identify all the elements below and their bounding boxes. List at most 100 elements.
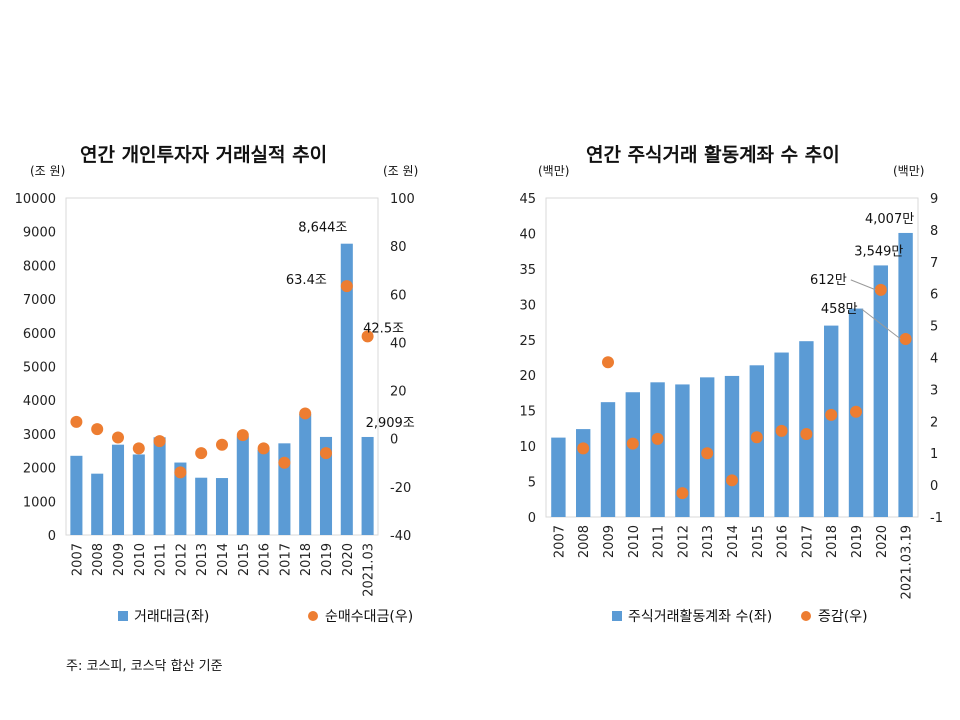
chart1-right-tick-label: 20: [390, 385, 407, 400]
chart1-dot: [299, 407, 312, 420]
chart2-category-label: 2019: [850, 525, 865, 558]
chart2-category-label: 2009: [602, 525, 617, 558]
chart2-category-label: 2016: [776, 525, 791, 558]
chart1-category-label: 2020: [341, 543, 356, 576]
chart2-dot: [825, 408, 838, 421]
chart1-bar: [236, 436, 249, 535]
chart2-bar: [576, 429, 591, 517]
chart2-left-tick-label: 10: [519, 440, 536, 455]
chart2-dot: [726, 474, 738, 487]
chart1-title: 연간 개인투자자 거래실적 추이: [80, 144, 328, 166]
chart1-right-unit: (조 원): [383, 164, 419, 178]
chart1-bar: [319, 436, 333, 535]
chart1-left-tick-label: 2000: [23, 462, 56, 477]
chart2-dot: [800, 428, 813, 441]
chart2-right-tick-label: 0: [930, 479, 938, 494]
chart2-left-tick-label: 35: [519, 263, 536, 278]
chart1-data-label: 2,909조: [366, 416, 415, 431]
chart2-data-label: 458만: [821, 302, 858, 317]
chart2-left-tick-label: 40: [519, 227, 536, 242]
chart2-category-label: 2014: [726, 525, 741, 558]
chart1-category-label: 2011: [154, 543, 169, 576]
chart2-bar: [650, 382, 665, 517]
chart2-bar: [724, 375, 740, 517]
chart2-left-tick-label: 20: [519, 369, 536, 384]
chart1-legend-bar-label: 거래대금(좌): [134, 609, 209, 625]
chart1-bar: [361, 436, 374, 535]
chart1-right-tick-label: 0: [390, 433, 398, 448]
chart1-data-label: 8,644조: [298, 221, 347, 236]
chart2-dot: [701, 447, 714, 460]
chart1-legend-dot-label: 순매수대금(우): [325, 609, 413, 625]
chart1-dot: [174, 466, 187, 479]
chart1-dot: [153, 435, 166, 448]
chart2-right-tick-label: 6: [930, 288, 938, 303]
chart1-bar: [299, 414, 312, 535]
chart2-dot: [626, 437, 639, 450]
chart1-category-label: 2010: [133, 543, 148, 576]
chart2-bar: [600, 402, 616, 517]
chart2-right-tick-label: 7: [930, 256, 938, 271]
chart1-left-tick-label: 7000: [23, 293, 56, 308]
chart1-right-tick-label: 100: [390, 192, 415, 207]
chart1-data-label: 42.5조: [363, 321, 404, 336]
chart2-category-label: 2018: [825, 525, 840, 558]
chart1-bar: [91, 473, 104, 535]
chart2-category-label: 2017: [800, 525, 815, 558]
chart2-dot: [899, 332, 912, 345]
chart1-legend-dot-swatch: [308, 611, 318, 621]
chart1-left-tick-label: 10000: [15, 192, 56, 207]
chart1-category-label: 2018: [299, 543, 314, 576]
chart2-left-tick-label: 30: [519, 298, 536, 313]
chart2-dot: [775, 424, 788, 437]
chart1-bar: [70, 455, 83, 535]
chart1-left-tick-label: 1000: [23, 495, 56, 510]
chart2-bar: [675, 384, 690, 517]
chart1-bar: [153, 437, 166, 535]
chart2-data-label: 4,007만: [865, 212, 914, 227]
chart2-right-tick-label: 3: [930, 383, 938, 398]
chart2-right-tick-label: 1: [930, 447, 938, 462]
chart1-dot: [216, 438, 228, 451]
chart1-bar: [340, 243, 353, 535]
chart1-left-tick-label: 3000: [23, 428, 56, 443]
chart2-left-tick-label: 25: [519, 334, 536, 349]
chart1-bar: [215, 478, 229, 535]
chart1-legend-bar-swatch: [118, 611, 128, 621]
chart1-right-tick-label: -20: [390, 481, 411, 496]
chart2-dot: [577, 442, 590, 455]
footnote: 주: 코스피, 코스닥 합산 기준: [66, 659, 223, 674]
chart1-category-label: 2015: [237, 543, 252, 576]
chart1-dot: [236, 429, 249, 442]
chart1-dot: [70, 415, 83, 428]
chart1-bar: [132, 454, 145, 535]
chart2-bar: [898, 232, 913, 517]
chart1-category-label: 2017: [278, 543, 293, 576]
chart1-right-tick-label: -40: [390, 529, 411, 544]
chart2-category-label: 2015: [751, 525, 766, 558]
chart2-legend-dot-label: 증감(우): [818, 609, 868, 625]
chart2-left-unit: (백만): [538, 164, 570, 178]
chart2-category-label: 2007: [552, 525, 567, 558]
chart2-leader-line: [850, 279, 876, 291]
chart2-dot: [874, 283, 887, 296]
chart1-dot: [278, 456, 291, 469]
chart1-left-tick-label: 8000: [23, 259, 56, 274]
chart1-category-label: 2016: [258, 543, 273, 576]
chart2-category-label: 2010: [627, 525, 642, 558]
chart1-bar: [195, 477, 208, 535]
chart1-right-tick-label: 60: [390, 288, 407, 303]
chart1-category-label: 2008: [91, 543, 106, 576]
chart1-left-unit: (조 원): [30, 164, 66, 178]
chart1-category-label: 2007: [70, 543, 85, 576]
chart1-dot: [112, 431, 124, 444]
chart2-dot: [602, 356, 614, 369]
chart1-dot: [257, 442, 270, 455]
chart2-legend-bar-swatch: [612, 611, 622, 621]
chart2-right-tick-label: -1: [930, 511, 943, 526]
chart1-left-tick-label: 6000: [23, 327, 56, 342]
chart2-right-tick-label: 5: [930, 320, 938, 335]
chart1-category-label: 2014: [216, 543, 231, 576]
chart1-right-tick-label: 80: [390, 240, 407, 255]
